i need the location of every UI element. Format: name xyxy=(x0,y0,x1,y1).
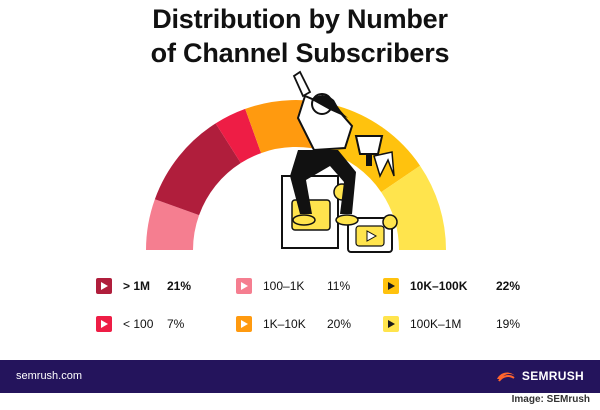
legend-label: < 100 xyxy=(123,317,154,331)
shoe xyxy=(335,214,359,226)
legend-item: 100–1K 11% xyxy=(236,276,350,296)
legend-item: 1K–10K 20% xyxy=(236,314,351,334)
chart-title: Distribution by Number of Channel Subscr… xyxy=(150,4,450,68)
legend-swatch-play-icon xyxy=(96,316,112,332)
semi-donut-chart xyxy=(146,70,446,253)
legend-label: 1K–10K xyxy=(263,317,306,331)
brand-name: SEMRUSH xyxy=(521,369,584,383)
trophy-stem xyxy=(366,154,372,166)
legend-swatch-play-icon xyxy=(383,278,399,294)
legend-value: 19% xyxy=(496,317,521,331)
legend-item: > 1M 21% xyxy=(96,276,191,296)
legend-item: < 100 7% xyxy=(96,314,184,334)
gauge-segment-1m xyxy=(154,123,241,216)
ribbon xyxy=(373,151,395,179)
semrush-logo-icon xyxy=(496,372,515,382)
legend-value: 22% xyxy=(496,279,521,293)
legend-label: 100K–1M xyxy=(410,317,462,331)
shoe xyxy=(292,214,316,226)
legend-value: 21% xyxy=(167,279,192,293)
legend-label: 100–1K xyxy=(263,279,305,293)
image-credit: Image: SEMrush xyxy=(511,394,590,405)
brand: SEMRUSH xyxy=(495,369,584,383)
footer-bar: semrush.com SEMRUSH xyxy=(0,360,600,393)
illustration xyxy=(281,70,398,253)
legend-item: 10K–100K 22% xyxy=(383,276,520,296)
legend-value: 20% xyxy=(327,317,352,331)
medal-icon xyxy=(382,214,398,230)
play-icon xyxy=(366,230,378,242)
legend-swatch-play-icon xyxy=(236,278,252,294)
legend-swatch-play-icon xyxy=(383,316,399,332)
gauge-segment-100-1k xyxy=(146,199,200,250)
legend-label: 10K–100K xyxy=(410,279,468,293)
gauge-segment-100k-1m xyxy=(381,165,446,250)
footer-url[interactable]: semrush.com xyxy=(16,370,83,382)
legend-swatch-play-icon xyxy=(236,316,252,332)
raised-arm xyxy=(292,70,312,98)
legend-value: 11% xyxy=(327,279,351,293)
legend-label: > 1M xyxy=(123,279,151,293)
gauge-segment-100 xyxy=(215,108,262,164)
person-hair xyxy=(312,95,348,118)
legend-swatch-play-icon xyxy=(96,278,112,294)
legend-value: 7% xyxy=(167,317,185,331)
legend-item: 100K–1M 19% xyxy=(383,314,520,334)
trophy-icon xyxy=(354,135,384,155)
person-legs xyxy=(290,150,356,214)
